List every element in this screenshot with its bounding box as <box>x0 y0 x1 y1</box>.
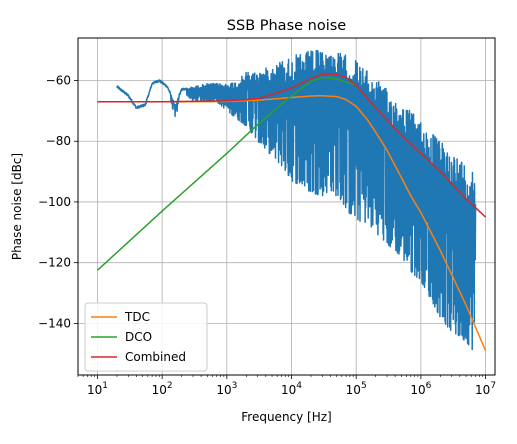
legend-label-dco: DCO <box>125 330 152 344</box>
legend-label-tdc: TDC <box>124 310 150 324</box>
y-axis-label: Phase noise [dBc] <box>10 153 24 260</box>
x-tick-exponent: 2 <box>167 381 173 391</box>
x-tick-exponent: 7 <box>490 381 496 391</box>
x-tick-exponent: 5 <box>361 381 367 391</box>
legend-label-combined: Combined <box>125 350 186 364</box>
y-tick-label: −60 <box>46 74 71 88</box>
x-axis-label: Frequency [Hz] <box>241 410 332 424</box>
x-tick-exponent: 4 <box>296 381 302 391</box>
x-tick-exponent: 6 <box>426 381 432 391</box>
y-tick-label: −140 <box>38 316 71 330</box>
chart-title: SSB Phase noise <box>227 18 347 34</box>
x-tick-exponent: 3 <box>232 381 238 391</box>
y-tick-label: −120 <box>38 256 71 270</box>
y-tick-label: −100 <box>38 195 71 209</box>
x-tick-exponent: 1 <box>102 381 108 391</box>
y-tick-label: −80 <box>46 134 71 148</box>
legend: TDC DCO Combined <box>85 303 207 371</box>
